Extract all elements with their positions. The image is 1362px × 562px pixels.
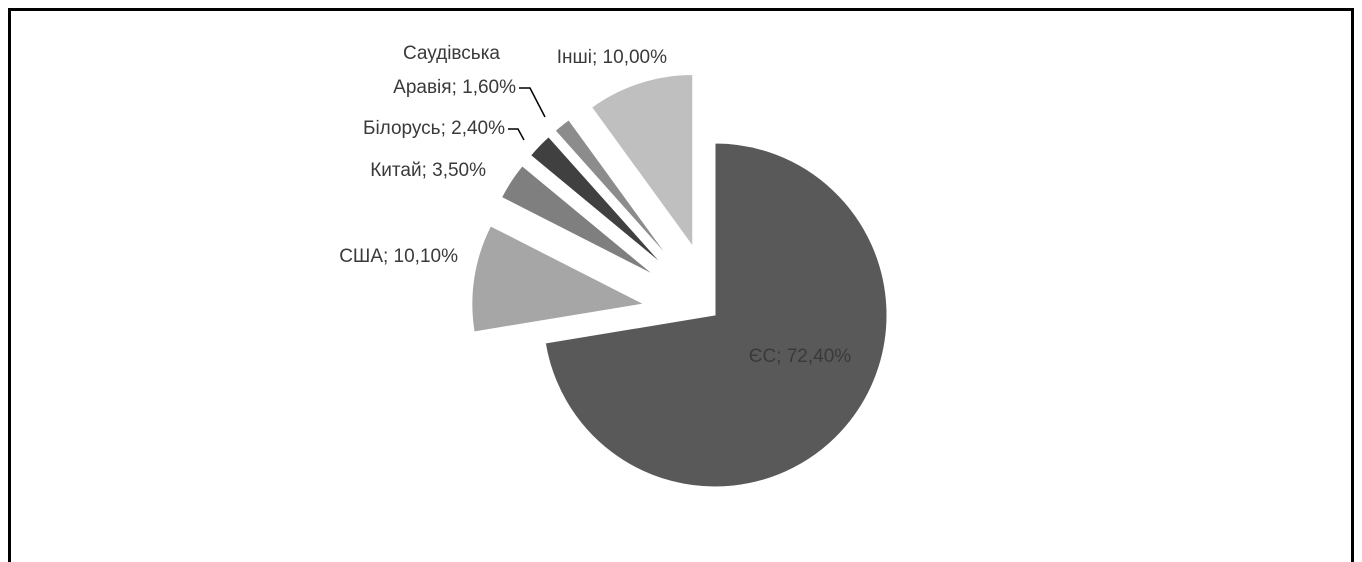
data-label: ЄС; 72,40% xyxy=(749,346,851,367)
data-label: США; 10,10% xyxy=(339,246,458,267)
data-label: Саудівська Аравія; 1,60% xyxy=(393,43,516,98)
leader-line xyxy=(519,87,546,118)
pie-slice xyxy=(554,119,671,260)
pie-slice xyxy=(544,142,888,488)
pie-slice xyxy=(500,165,656,276)
chart-frame xyxy=(8,8,1354,562)
pie-slice xyxy=(529,136,664,266)
data-label: Білорусь; 2,40% xyxy=(363,118,505,139)
data-label: Китай; 3,50% xyxy=(370,160,486,181)
data-label-line: Аравія; 1,60% xyxy=(393,77,516,98)
leader-line xyxy=(508,128,525,141)
data-label: Інші; 10,00% xyxy=(557,47,667,68)
data-label-line: Саудівська xyxy=(403,43,500,64)
pie-slice xyxy=(471,225,646,333)
pie-slice xyxy=(590,74,694,249)
